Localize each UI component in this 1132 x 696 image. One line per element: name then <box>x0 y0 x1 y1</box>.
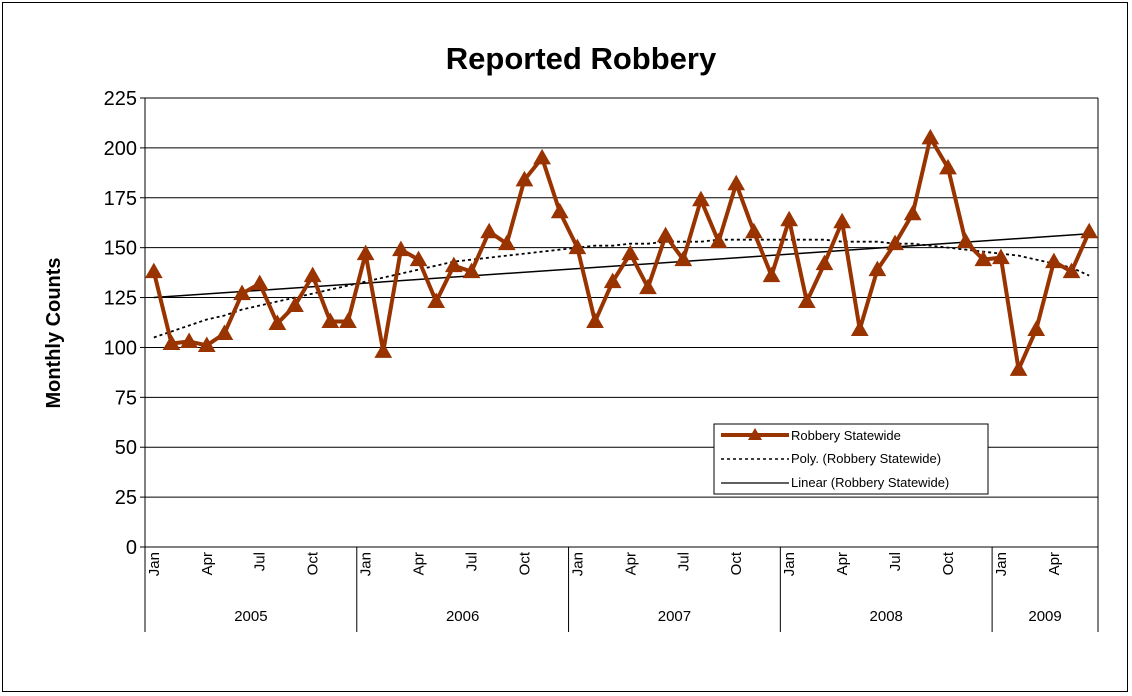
x-tick-label: Jul <box>463 552 480 571</box>
y-tick-label: 50 <box>115 437 137 459</box>
year-label: 2008 <box>870 608 903 625</box>
chart-title: Reported Robbery <box>446 41 717 76</box>
y-tick-label: 150 <box>104 238 137 260</box>
y-tick-labels: 0 25 50 75 100 125 150 175 200 225 <box>104 88 137 559</box>
y-tick-label: 200 <box>104 138 137 160</box>
legend-label-linear: Linear (Robbery Statewide) <box>791 475 949 490</box>
legend: Robbery Statewide Poly. (Robbery Statewi… <box>714 424 988 494</box>
x-tick-label: Apr <box>834 552 851 575</box>
y-tick-label: 100 <box>104 337 137 359</box>
x-tick-label: Apr <box>411 552 428 575</box>
x-tick-label: Oct <box>728 551 745 575</box>
robbery-line-chart: Reported Robbery Monthly Counts 0 25 50 75 1… <box>3 3 1129 693</box>
x-tick-label: Oct <box>516 551 533 575</box>
x-tick-label: Apr <box>622 552 639 575</box>
year-label: 2006 <box>446 608 479 625</box>
year-label: 2009 <box>1028 608 1061 625</box>
x-tick-label: Apr <box>199 552 216 575</box>
y-tick-label: 75 <box>115 387 137 409</box>
y-tick-label: 0 <box>126 537 137 559</box>
year-label: 2005 <box>234 608 267 625</box>
x-tick-label: Apr <box>1046 552 1063 575</box>
x-tick-label: Jan <box>781 552 798 576</box>
y-tick-label: 125 <box>104 288 137 310</box>
x-tick-label: Jul <box>252 552 269 571</box>
x-tick-label: Jan <box>146 552 163 576</box>
y-tick-label: 175 <box>104 188 137 210</box>
x-tick-label: Jan <box>993 552 1010 576</box>
y-tick-label: 25 <box>115 487 137 509</box>
x-tick-label: Jul <box>675 552 692 571</box>
x-tick-label: Jan <box>569 552 586 576</box>
legend-label-robbery: Robbery Statewide <box>791 428 901 443</box>
legend-label-poly: Poly. (Robbery Statewide) <box>791 451 941 466</box>
x-tick-label: Jul <box>887 552 904 571</box>
x-tick-label: Jan <box>358 552 375 576</box>
y-tick-label: 225 <box>104 88 137 110</box>
x-tick-label: Oct <box>940 551 957 575</box>
year-label: 2007 <box>658 608 691 625</box>
x-tick-labels: Jan Apr Jul Oct 2005 Jan Apr Jul Oct 2006 Jan Apr Ju… <box>146 551 1063 625</box>
y-axis-label: Monthly Counts <box>43 257 65 408</box>
x-tick-label: Oct <box>305 551 322 575</box>
